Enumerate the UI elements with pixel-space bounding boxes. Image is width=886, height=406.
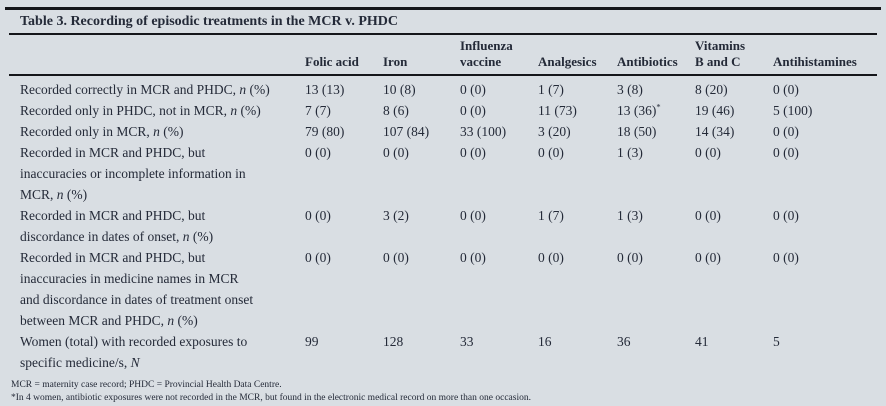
value-cell-folic-acid: 0 (0) <box>305 145 331 160</box>
value-cell-vitamins-b-and-c: 41 <box>695 334 709 349</box>
row-label: Recorded in MCR and PHDC, but discordance… <box>20 208 214 244</box>
value-cell-antihistamines: 5 (100) <box>773 103 813 118</box>
row-label: Recorded only in PHDC, not in MCR, n (%) <box>20 103 261 118</box>
column-header-iron: Iron <box>383 54 408 69</box>
value-cell-vitamins-b-and-c: 0 (0) <box>695 250 721 265</box>
value-cell-influenza-vaccine: 0 (0) <box>460 145 486 160</box>
value-cell-analgesics: 0 (0) <box>538 145 564 160</box>
value-cell-influenza-vaccine: 0 (0) <box>460 250 486 265</box>
column-header-antihistamines: Antihistamines <box>773 54 857 69</box>
table-row: Recorded in MCR and PHDC, but inaccuracie… <box>9 142 877 205</box>
table-header: Folic acid Iron Influenza vaccine Analgesics… <box>9 35 877 75</box>
value-cell-iron: 3 (2) <box>383 208 409 223</box>
value-cell-antibiotics: 1 (3) <box>617 208 643 223</box>
value-cell-iron: 0 (0) <box>383 250 409 265</box>
value-cell-antibiotics: 3 (8) <box>617 82 643 97</box>
value-cell-analgesics: 1 (7) <box>538 82 564 97</box>
column-header-antibiotics: Antibiotics <box>617 54 678 69</box>
value-cell-vitamins-b-and-c: 8 (20) <box>695 82 728 97</box>
table-row: Recorded in MCR and PHDC, but discordance… <box>9 205 877 247</box>
value-cell-iron: 8 (6) <box>383 103 409 118</box>
value-cell-antihistamines: 5 <box>773 334 780 349</box>
column-header-influenza-vaccine: Influenza vaccine <box>460 38 513 69</box>
table-footnotes: MCR = maternity case record; PHDC = Prov… <box>11 379 877 404</box>
value-cell-folic-acid: 79 (80) <box>305 124 345 139</box>
value-cell-influenza-vaccine: 0 (0) <box>460 103 486 118</box>
episodic-treatments-table: Folic acid Iron Influenza vaccine Analgesics… <box>9 35 877 373</box>
value-cell-influenza-vaccine: 33 (100) <box>460 124 507 139</box>
title-rule <box>9 33 877 35</box>
table-row: Recorded only in PHDC, not in MCR, n (%)… <box>9 100 877 121</box>
row-label: Recorded only in MCR, n (%) <box>20 124 184 139</box>
value-cell-folic-acid: 99 <box>305 334 319 349</box>
value-cell-vitamins-b-and-c: 0 (0) <box>695 145 721 160</box>
value-cell-vitamins-b-and-c: 14 (34) <box>695 124 735 139</box>
row-label: Women (total) with recorded exposures to… <box>20 334 248 370</box>
value-cell-analgesics: 16 <box>538 334 552 349</box>
table-body: Recorded correctly in MCR and PHDC, n (%… <box>9 75 877 373</box>
table-row: Recorded in MCR and PHDC, but inaccuracie… <box>9 247 877 331</box>
value-cell-folic-acid: 0 (0) <box>305 208 331 223</box>
value-cell-influenza-vaccine: 0 (0) <box>460 82 486 97</box>
footnote-asterisk: *In 4 women, antibiotic exposures were n… <box>11 392 531 403</box>
value-cell-folic-acid: 7 (7) <box>305 103 331 118</box>
value-cell-iron: 128 <box>383 334 404 349</box>
value-cell-iron: 107 (84) <box>383 124 430 139</box>
value-cell-analgesics: 11 (73) <box>538 103 577 118</box>
table-row: Women (total) with recorded exposures to… <box>9 331 877 373</box>
value-cell-antibiotics: 36 <box>617 334 631 349</box>
value-cell-influenza-vaccine: 33 <box>460 334 474 349</box>
value-cell-vitamins-b-and-c: 19 (46) <box>695 103 735 118</box>
table-row: Recorded only in MCR, n (%) 79 (80) 107 (8… <box>9 121 877 142</box>
value-cell-antihistamines: 0 (0) <box>773 250 799 265</box>
row-label: Recorded correctly in MCR and PHDC, n (%… <box>20 82 270 97</box>
value-cell-analgesics: 0 (0) <box>538 250 564 265</box>
value-cell-folic-acid: 13 (13) <box>305 82 345 97</box>
value-cell-antibiotics: 0 (0) <box>617 250 643 265</box>
value-cell-antihistamines: 0 (0) <box>773 145 799 160</box>
value-cell-antibiotics: 1 (3) <box>617 145 643 160</box>
value-cell-vitamins-b-and-c: 0 (0) <box>695 208 721 223</box>
value-cell-antibiotics: 18 (50) <box>617 124 657 139</box>
value-cell-antibiotics: 13 (36)* <box>617 101 661 118</box>
header-row: Folic acid Iron Influenza vaccine Analgesics… <box>9 35 877 75</box>
table-title: Table 3. Recording of episodic treatment… <box>20 14 398 29</box>
value-cell-antihistamines: 0 (0) <box>773 124 799 139</box>
footnote-abbreviations: MCR = maternity case record; PHDC = Prov… <box>11 380 282 390</box>
value-cell-iron: 10 (8) <box>383 82 416 97</box>
value-cell-folic-acid: 0 (0) <box>305 250 331 265</box>
value-cell-influenza-vaccine: 0 (0) <box>460 208 486 223</box>
value-cell-analgesics: 1 (7) <box>538 208 564 223</box>
table-top-border <box>5 7 881 10</box>
value-cell-antihistamines: 0 (0) <box>773 82 799 97</box>
column-header-analgesics: Analgesics <box>538 54 597 69</box>
value-cell-iron: 0 (0) <box>383 145 409 160</box>
table-row: Recorded correctly in MCR and PHDC, n (%… <box>9 75 877 100</box>
column-header-folic-acid: Folic acid <box>305 54 359 69</box>
value-cell-analgesics: 3 (20) <box>538 124 571 139</box>
value-cell-antihistamines: 0 (0) <box>773 208 799 223</box>
column-header-vitamins-b-and-c: Vitamins B and C <box>695 38 746 69</box>
row-label: Recorded in MCR and PHDC, but inaccuracie… <box>20 250 254 328</box>
column-header-row-label <box>9 35 305 75</box>
row-label: Recorded in MCR and PHDC, but inaccuracie… <box>20 145 246 202</box>
